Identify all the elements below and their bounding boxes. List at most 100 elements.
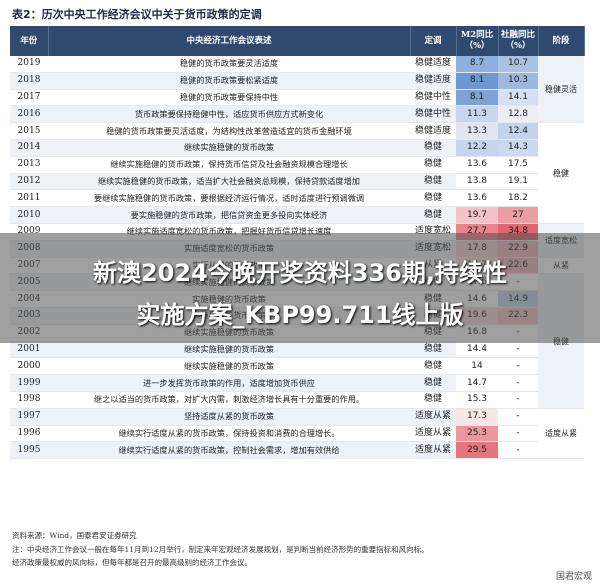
table-row: 1998 继之以适当的货币政策，对扩大内需，刺激经济增长具有十分重要的作用。 稳健 1…	[10, 391, 584, 409]
header-year: 年份	[10, 26, 49, 56]
year-cell: 2010	[10, 206, 48, 224]
year-cell: 2016	[10, 105, 48, 124]
table-row: 1996 继续实行适度从紧的货币政策，保持投资和消费的合理增长。 适度从紧 25.3-	[10, 425, 584, 443]
table-row: 2000 继续实施稳健的货币政策 稳健 14-	[10, 357, 584, 376]
header-tsf: 社融同比（%）	[498, 26, 539, 56]
policy-description-cell: 继续实施稳健的货币政策，保持货币信贷及社会融资规模合理增长	[48, 156, 410, 174]
policy-description-cell: 稳健的货币政策要灵活适度	[48, 56, 410, 73]
table-row: 2014 继续实施稳健的货币政策 稳健 12.2 14.3	[10, 139, 584, 157]
tsf-growth-cell: -	[498, 408, 538, 426]
year-cell: 2001	[10, 341, 48, 359]
year-cell: 1996	[10, 425, 48, 443]
stage-cell: 稳健灵活	[538, 56, 584, 124]
m2-growth-cell: 12.2	[456, 139, 498, 157]
headline-overlay	[0, 233, 600, 343]
policy-description-cell: 继续实行适度从紧的货币政策，控制社会需求，增加有效供给	[48, 441, 410, 460]
policy-description-cell: 继续实施稳健的货币政策，适当扩大社会融资总规模，保持贷款适度增加	[48, 173, 410, 191]
table-row: 2010 要实施稳健的货币政策，把信贷资金更多投向实体经济 稳健 19.7 27	[10, 206, 584, 224]
tsf-growth-cell: -	[498, 357, 538, 376]
table-row: 2013 继续实施稳健的货币政策，保持货币信贷及社会融资规模合理增长 稳健 13.6 1…	[10, 156, 584, 174]
m2-growth-cell: 11.3	[456, 105, 498, 124]
table-row: 1997 坚持适度从紧的货币政策 适度从紧 17.3- 适度从紧	[10, 408, 584, 460]
tsf-growth-cell: 19.1	[498, 173, 538, 191]
m2-growth-cell: 14.7	[456, 374, 498, 392]
table-row: 2001 继续实施稳健的货币政策 稳健 14.4-	[10, 341, 584, 359]
policy-description-cell: 继续实施稳健的货币政策	[48, 139, 410, 157]
year-cell: 1998	[10, 391, 48, 409]
m2-growth-cell: 29.5	[456, 441, 498, 460]
policy-description-cell: 要继续实施稳健的货币政策，要根据经济运行情况，适时适度进行预调微调	[48, 189, 410, 208]
table-title: 表2：历次中央工作经济会议中关于货币政策的定调	[12, 8, 262, 21]
year-cell: 2015	[10, 122, 48, 140]
header-tone: 定调	[410, 26, 457, 56]
year-cell: 2017	[10, 89, 48, 107]
policy-description-cell: 货币政策要保持稳健中性，适应货币供应方式新变化	[48, 105, 410, 124]
policy-description-cell: 继之以适当的货币政策，对扩大内需，刺激经济增长具有十分重要的作用。	[48, 391, 410, 409]
m2-growth-cell: 8.7	[456, 56, 498, 73]
headline-line2: 实施方案_KBP99.711线上版	[136, 301, 464, 329]
tsf-growth-cell: 17.5	[498, 156, 538, 174]
table-row: 2012 继续实施稳健的货币政策，适当扩大社会融资总规模，保持贷款适度增加 稳健 13…	[10, 173, 584, 191]
tsf-growth-cell: 10.7	[498, 56, 538, 73]
table-row: 2016 货币政策要保持稳健中性，适应货币供应方式新变化 稳健中性 11.3 12.8	[10, 105, 584, 124]
year-cell: 2018	[10, 72, 48, 90]
tone-cell: 稳健适度	[410, 56, 456, 73]
year-cell: 2012	[10, 173, 48, 191]
year-cell: 2019	[10, 56, 48, 73]
table-row: 2011 要继续实施稳健的货币政策，要根据经济运行情况，适时适度进行预调微调 稳健 1…	[10, 189, 584, 208]
year-cell: 2000	[10, 357, 48, 376]
policy-description-cell: 进一步发挥货币政策的作用，适度增加货币供应	[48, 374, 410, 392]
m2-growth-cell: 13.8	[456, 173, 498, 191]
tone-cell: 稳健	[410, 206, 456, 224]
tone-cell: 稳健	[410, 189, 456, 208]
header-m2: M2同比（%）	[456, 26, 499, 56]
tone-cell: 适度从紧	[410, 441, 456, 460]
tsf-growth-cell: 12.8	[498, 105, 538, 124]
tone-cell: 稳健	[410, 156, 456, 174]
footnote-line1: 注：中央经济工作会议一般在每年11月到12月举行，制定来年宏观经济发展规划，是判…	[12, 545, 429, 554]
policy-description-cell: 继续实行适度从紧的货币政策，保持投资和消费的合理增长。	[48, 425, 410, 443]
watermark-text: 国君宏观	[555, 572, 592, 582]
m2-growth-cell: 19.7	[456, 206, 498, 224]
table-row: 2017 稳健的货币政策要保持中性 稳健中性 8.1 14.1	[10, 89, 584, 107]
table-row: 1999 进一步发挥货币政策的作用，适度增加货币供应 稳健 14.7-	[10, 374, 584, 392]
year-cell: 2014	[10, 139, 48, 157]
m2-growth-cell: 8.1	[456, 89, 498, 107]
year-cell: 2011	[10, 189, 48, 208]
stage-cell: 稳健	[538, 122, 584, 224]
table-header-row: 年份 中央经济工作会议表述 定调 M2同比（%） 社融同比（%） 阶段	[10, 26, 585, 56]
tsf-growth-cell: -	[498, 374, 538, 392]
stage-cell: 适度从紧	[538, 408, 584, 460]
tone-cell: 适度从紧	[410, 408, 456, 426]
m2-growth-cell: 14	[456, 357, 498, 376]
table-row: 2018 稳健的货币政策要松紧适度 稳健适度 8.1 10.3	[10, 72, 584, 90]
m2-growth-cell: 25.3	[456, 425, 498, 443]
tsf-growth-cell: 14.3	[498, 139, 538, 157]
m2-growth-cell: 13.6	[456, 156, 498, 174]
tone-cell: 适度从紧	[410, 425, 456, 443]
tsf-growth-cell: 18.2	[498, 189, 538, 208]
tone-cell: 稳健适度	[410, 72, 456, 90]
tone-cell: 稳健	[410, 341, 456, 359]
tsf-growth-cell: 10.3	[498, 72, 538, 90]
tone-cell: 稳健	[410, 139, 456, 157]
policy-description-cell: 坚持适度从紧的货币政策	[48, 408, 410, 426]
header-desc: 中央经济工作会议表述	[48, 26, 411, 56]
table-row: 2019 稳健的货币政策要灵活适度 稳健适度 8.7 10.7 稳健灵活	[10, 56, 584, 124]
tone-cell: 稳健	[410, 374, 456, 392]
table-row: 2015 稳健的货币政策要灵活适度，为结构性改革营造适宜的货币金融环境 稳健适度 13…	[10, 122, 584, 224]
year-cell: 1997	[10, 408, 48, 426]
tsf-growth-cell: -	[498, 441, 538, 460]
tone-cell: 稳健	[410, 173, 456, 191]
year-cell: 1995	[10, 441, 48, 460]
policy-description-cell: 稳健的货币政策要灵活适度，为结构性改革营造适宜的货币金融环境	[48, 122, 410, 140]
table-row: 1995 继续实行适度从紧的货币政策，控制社会需求，增加有效供给 适度从紧 29.5-	[10, 441, 584, 460]
tone-cell: 稳健中性	[410, 105, 456, 124]
source-note: 资料来源：Wind，国泰君安证券研究	[12, 531, 137, 540]
policy-description-cell: 稳健的货币政策要保持中性	[48, 89, 410, 107]
m2-growth-cell: 14.4	[456, 341, 498, 359]
tone-cell: 稳健	[410, 357, 456, 376]
year-cell: 1999	[10, 374, 48, 392]
tone-cell: 稳健	[410, 391, 456, 409]
tsf-growth-cell: -	[498, 391, 538, 409]
